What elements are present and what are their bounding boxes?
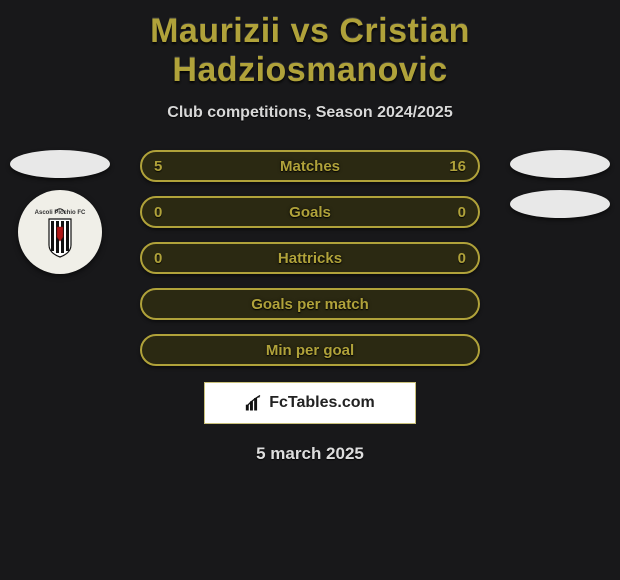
stat-value-left: 5 — [142, 152, 174, 180]
attribution-text: FcTables.com — [269, 394, 375, 412]
stat-label: Hattricks — [278, 250, 342, 267]
season-subtitle: Club competitions, Season 2024/2025 — [0, 96, 620, 140]
stat-value-left: 0 — [142, 244, 174, 272]
stat-label: Min per goal — [266, 342, 354, 359]
stat-value-right: 0 — [446, 198, 478, 226]
left-country-badge — [10, 150, 110, 178]
fctables-logo-icon — [245, 394, 265, 412]
snapshot-date: 5 march 2025 — [0, 444, 620, 464]
left-player-badges: Ascoli Picchio FC — [0, 140, 120, 274]
stat-value-right: 0 — [446, 244, 478, 272]
content-area: Ascoli Picchio FC 5 16 Matches 0 0 Goals 0 0 Hat… — [0, 140, 620, 366]
stat-bar: Min per goal — [140, 334, 480, 366]
stat-bar: Goals per match — [140, 288, 480, 320]
stat-label: Goals — [289, 204, 331, 221]
attribution-box[interactable]: FcTables.com — [204, 382, 416, 424]
comparison-card: Maurizii vs Cristian Hadziosmanovic Club… — [0, 0, 620, 464]
svg-text:Ascoli Picchio FC: Ascoli Picchio FC — [35, 210, 86, 216]
right-club-badge — [510, 190, 610, 218]
stat-bar: 5 16 Matches — [140, 150, 480, 182]
ascoli-crest-icon: Ascoli Picchio FC — [25, 197, 95, 267]
right-player-badges — [500, 140, 620, 218]
stat-label: Matches — [280, 158, 340, 175]
stat-value-left: 0 — [142, 198, 174, 226]
stat-label: Goals per match — [251, 296, 369, 313]
stat-bars: 5 16 Matches 0 0 Goals 0 0 Hattricks Goals per ma… — [140, 140, 480, 366]
stat-bar: 0 0 Hattricks — [140, 242, 480, 274]
stat-bar: 0 0 Goals — [140, 196, 480, 228]
page-title: Maurizii vs Cristian Hadziosmanovic — [0, 4, 620, 96]
left-club-crest: Ascoli Picchio FC — [18, 190, 102, 274]
stat-value-right: 16 — [437, 152, 478, 180]
right-country-badge — [510, 150, 610, 178]
